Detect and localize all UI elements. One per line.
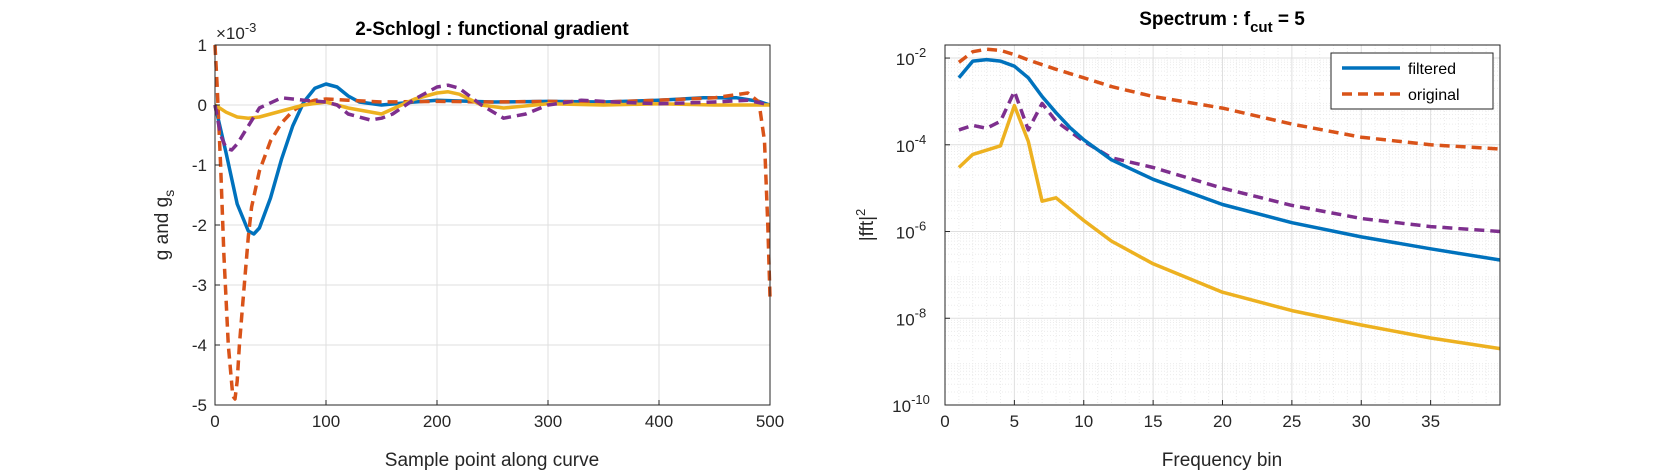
right-x-tick-label: 35 (1421, 412, 1440, 431)
left-x-tick-label: 300 (534, 412, 562, 431)
right-x-tick-label: 5 (1010, 412, 1019, 431)
right-series-line-2 (957, 47, 1501, 151)
right-chart-title: Spectrum : fcut = 5 (1139, 9, 1305, 36)
right-series-line-3 (957, 103, 1501, 351)
legend-label-original: original (1408, 87, 1460, 104)
left-exponent-label: ×10-3 (216, 20, 256, 43)
right-y-tick-label: 10-8 (896, 305, 926, 329)
left-y-axis-label: g and gs (152, 190, 177, 260)
right-series-line-1 (957, 57, 1501, 262)
left-y-tick-label: 1 (198, 36, 207, 55)
left-y-tick-label: 0 (198, 96, 207, 115)
right-series-line-4 (958, 89, 1501, 234)
right-x-tick-label: 30 (1352, 412, 1371, 431)
right-y-tick-label: 10-6 (896, 219, 926, 243)
right-x-axis-label: Frequency bin (1162, 450, 1282, 471)
left-y-tick-label: -3 (192, 276, 207, 295)
right-x-tick-label: 10 (1074, 412, 1093, 431)
left-y-tick-label: -1 (192, 156, 207, 175)
legend: filtered original (1330, 52, 1494, 110)
left-x-tick-label: 400 (645, 412, 673, 431)
spectrum-chart: 0 5 10 15 20 25 30 35 10-2 10-4 10-6 10-8 10-10 Spec… (853, 9, 1501, 471)
left-x-tick-label: 0 (210, 412, 219, 431)
gradient-chart: 0 100 200 300 400 500 1 0 -1 -2 -3 -4 -5 2-Schlogl :… (152, 19, 784, 471)
left-chart-title: 2-Schlogl : functional gradient (355, 19, 629, 40)
left-y-tick-label: -2 (192, 216, 207, 235)
right-x-tick-label: 0 (940, 412, 949, 431)
left-series-line-4 (213, 83, 771, 152)
left-x-tick-label: 200 (423, 412, 451, 431)
legend-label-filtered: filtered (1408, 61, 1456, 78)
right-y-tick-label: 10-10 (892, 392, 930, 416)
right-y-axis-label: |fft|2 (853, 209, 878, 242)
left-x-tick-label: 500 (756, 412, 784, 431)
right-y-tick-label: 10-4 (896, 132, 926, 156)
legend-box (1330, 52, 1494, 110)
left-y-tick-label: -5 (192, 396, 207, 415)
right-x-tick-label: 15 (1144, 412, 1163, 431)
left-x-axis-label: Sample point along curve (385, 450, 599, 471)
left-x-tick-label: 100 (312, 412, 340, 431)
right-x-tick-label: 25 (1282, 412, 1301, 431)
right-y-tick-label: 10-2 (896, 45, 926, 69)
left-y-tick-label: -4 (192, 336, 207, 355)
right-x-tick-label: 20 (1213, 412, 1232, 431)
